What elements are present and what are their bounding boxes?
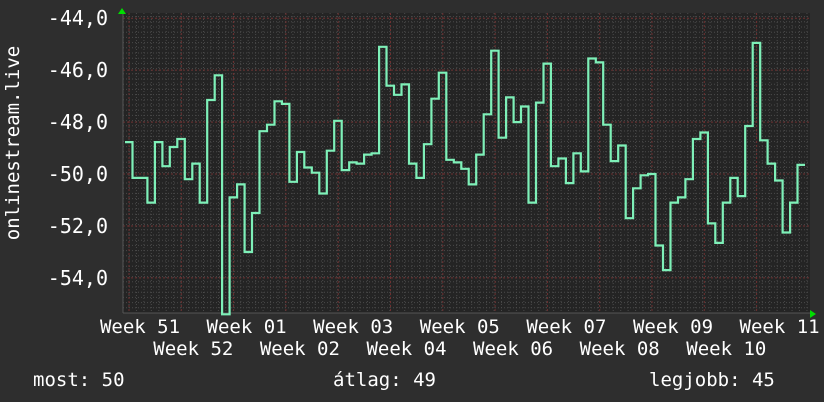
y-tick-label: -46,0 xyxy=(48,58,108,82)
y-axis-arrow-icon xyxy=(118,8,126,14)
legend-average: átlag: 49 xyxy=(333,369,436,391)
x-tick-label: Week 09 xyxy=(633,316,713,338)
x-tick-label: Week 08 xyxy=(580,338,660,360)
x-tick-label: Week 07 xyxy=(526,316,606,338)
legend-max: legjobb: 45 xyxy=(649,369,775,391)
x-tick-label: Week 04 xyxy=(366,338,446,360)
y-ticks: -44,0 -46,0 -48,0 -50,0 -52,0 -54,0 xyxy=(48,6,108,290)
x-tick-label: Week 52 xyxy=(153,338,233,360)
x-tick-label: Week 01 xyxy=(207,316,287,338)
x-tick-label: Week 11 xyxy=(740,316,820,338)
x-axis-arrow-icon xyxy=(810,310,816,318)
x-tick-label: Week 10 xyxy=(686,338,766,360)
y-tick-label: -44,0 xyxy=(48,6,108,30)
legend-current: most: 50 xyxy=(33,369,125,391)
y-tick-label: -54,0 xyxy=(48,266,108,290)
x-tick-label: Week 03 xyxy=(313,316,393,338)
y-tick-label: -48,0 xyxy=(48,110,108,134)
y-axis-label: onlinestream.live xyxy=(2,46,24,240)
x-tick-label: Week 51 xyxy=(100,316,180,338)
y-tick-label: -50,0 xyxy=(48,162,108,186)
x-tick-label: Week 06 xyxy=(473,338,553,360)
x-tick-label: Week 05 xyxy=(420,316,500,338)
x-tick-label: Week 02 xyxy=(260,338,340,360)
y-tick-label: -52,0 xyxy=(48,214,108,238)
series-line xyxy=(125,41,805,316)
